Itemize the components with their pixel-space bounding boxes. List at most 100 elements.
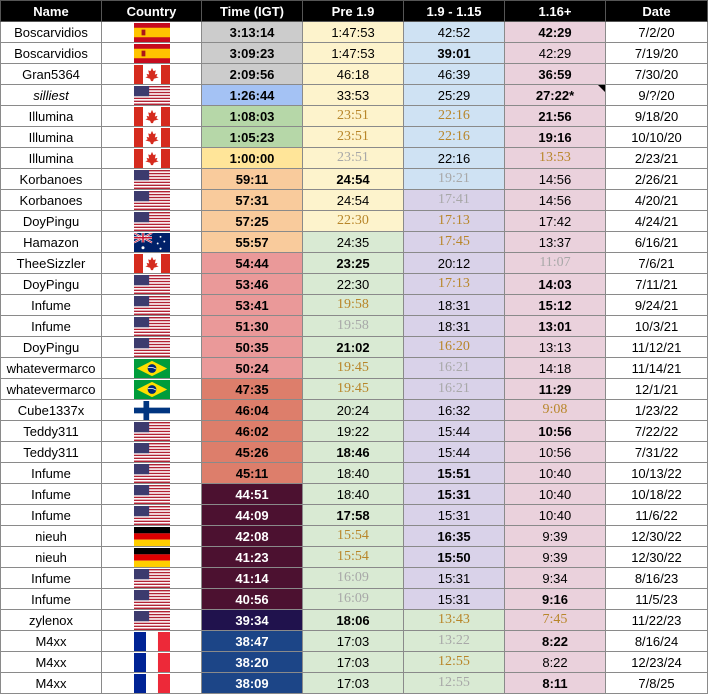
time-igt: 59:11	[201, 168, 303, 190]
split-1-9-1-15: 16:21	[403, 357, 505, 379]
australia-flag-icon	[133, 232, 170, 252]
canada-flag-icon	[133, 106, 170, 126]
split-1-9-1-15: 16:35	[403, 525, 505, 547]
run-date: 7/8/25	[605, 672, 708, 694]
run-date: 9/18/20	[605, 105, 708, 127]
table-row: DoyPingu 53:46 22:30 17:13 14:03 7/11/21	[0, 273, 708, 295]
usa-flag-icon	[133, 442, 170, 462]
note-indicator-icon[interactable]	[598, 85, 605, 92]
split-1-16-plus: 14:18	[504, 357, 606, 379]
split-pre-1-9: 1:47:53	[302, 21, 404, 43]
finland-flag-icon	[133, 400, 170, 420]
table-row: TheeSizzler 54:44 23:25 20:12 11:07 7/6/21	[0, 252, 708, 274]
split-pre-1-9: 22:30	[302, 273, 404, 295]
split-1-9-1-15: 42:52	[403, 21, 505, 43]
table-row: Korbanoes 59:11 24:54 19:21 14:56 2/26/21	[0, 168, 708, 190]
spain-flag	[101, 42, 202, 64]
split-pre-1-9: 19:58	[302, 294, 404, 316]
split-1-9-1-15: 15:31	[403, 588, 505, 610]
split-1-16-plus: 36:59	[504, 63, 606, 85]
run-date: 11/12/21	[605, 336, 708, 358]
runner-name: Illumina	[0, 126, 102, 148]
run-date: 10/13/22	[605, 462, 708, 484]
split-1-9-1-15: 13:43	[403, 609, 505, 631]
time-igt: 54:44	[201, 252, 303, 274]
time-igt: 1:05:23	[201, 126, 303, 148]
table-row: Boscarvidios 3:13:14 1:47:53 42:52 42:29 7/2/…	[0, 21, 708, 43]
run-date: 11/5/23	[605, 588, 708, 610]
table-row: DoyPingu 50:35 21:02 16:20 13:13 11/12/21	[0, 336, 708, 358]
table-row: DoyPingu 57:25 22:30 17:13 17:42 4/24/21	[0, 210, 708, 232]
runner-name: Infume	[0, 504, 102, 526]
split-1-16-plus: 10:56	[504, 420, 606, 442]
usa-flag-icon	[133, 211, 170, 231]
split-1-16-plus: 8:11	[504, 672, 606, 694]
split-pre-1-9: 23:25	[302, 252, 404, 274]
usa-flag-icon	[133, 421, 170, 441]
table-row: Korbanoes 57:31 24:54 17:41 14:56 4/20/21	[0, 189, 708, 211]
table-row: Gran5364 2:09:56 46:18 46:39 36:59 7/30/20	[0, 63, 708, 85]
time-igt: 50:24	[201, 357, 303, 379]
split-1-9-1-15: 16:21	[403, 378, 505, 400]
table-row: Infume 40:56 16:09 15:31 9:16 11/5/23	[0, 588, 708, 610]
brazil-flag-icon	[133, 379, 170, 399]
usa-flag-icon	[133, 610, 170, 630]
header-pre-1-9: Pre 1.9	[302, 0, 404, 22]
usa-flag	[101, 609, 202, 631]
split-pre-1-9: 19:58	[302, 315, 404, 337]
split-1-16-plus: 11:29	[504, 378, 606, 400]
brazil-flag-icon	[133, 358, 170, 378]
usa-flag-icon	[133, 568, 170, 588]
split-1-9-1-15: 15:44	[403, 441, 505, 463]
time-igt: 2:09:56	[201, 63, 303, 85]
canada-flag	[101, 147, 202, 169]
canada-flag-icon	[133, 64, 170, 84]
time-igt: 1:08:03	[201, 105, 303, 127]
time-igt: 41:23	[201, 546, 303, 568]
run-date: 10/3/21	[605, 315, 708, 337]
table-row: Hamazon 55:57 24:35 17:45 13:37 6/16/21	[0, 231, 708, 253]
table-row: Teddy311 45:26 18:46 15:44 10:56 7/31/22	[0, 441, 708, 463]
time-igt: 47:35	[201, 378, 303, 400]
run-date: 12/23/24	[605, 651, 708, 673]
split-1-9-1-15: 15:31	[403, 567, 505, 589]
canada-flag	[101, 63, 202, 85]
time-igt: 41:14	[201, 567, 303, 589]
split-1-16-plus: 10:40	[504, 483, 606, 505]
time-igt: 38:47	[201, 630, 303, 652]
run-date: 6/16/21	[605, 231, 708, 253]
run-date: 7/11/21	[605, 273, 708, 295]
time-igt: 42:08	[201, 525, 303, 547]
table-row: Infume 41:14 16:09 15:31 9:34 8/16/23	[0, 567, 708, 589]
split-1-16-plus: 42:29	[504, 21, 606, 43]
table-row: Infume 44:51 18:40 15:31 10:40 10/18/22	[0, 483, 708, 505]
table-row: Illumina 1:00:00 23:51 22:16 13:53 2/23/21	[0, 147, 708, 169]
split-1-16-plus: 13:13	[504, 336, 606, 358]
brazil-flag	[101, 378, 202, 400]
split-1-16-plus: 14:56	[504, 168, 606, 190]
split-1-9-1-15: 17:13	[403, 273, 505, 295]
run-date: 7/31/22	[605, 441, 708, 463]
split-pre-1-9: 21:02	[302, 336, 404, 358]
split-pre-1-9: 18:40	[302, 462, 404, 484]
table-row: Teddy311 46:02 19:22 15:44 10:56 7/22/22	[0, 420, 708, 442]
time-igt: 40:56	[201, 588, 303, 610]
split-1-9-1-15: 39:01	[403, 42, 505, 64]
usa-flag-icon	[133, 589, 170, 609]
usa-flag	[101, 588, 202, 610]
split-1-9-1-15: 22:16	[403, 105, 505, 127]
time-igt: 50:35	[201, 336, 303, 358]
split-1-16-plus: 17:42	[504, 210, 606, 232]
split-1-16-plus: 8:22	[504, 630, 606, 652]
split-1-16-plus: 13:37	[504, 231, 606, 253]
header-date: Date	[605, 0, 708, 22]
runner-name: zylenox	[0, 609, 102, 631]
run-date: 11/6/22	[605, 504, 708, 526]
time-igt: 44:51	[201, 483, 303, 505]
time-igt: 46:02	[201, 420, 303, 442]
france-flag	[101, 651, 202, 673]
time-igt: 57:31	[201, 189, 303, 211]
run-date: 1/23/22	[605, 399, 708, 421]
split-pre-1-9: 18:40	[302, 483, 404, 505]
